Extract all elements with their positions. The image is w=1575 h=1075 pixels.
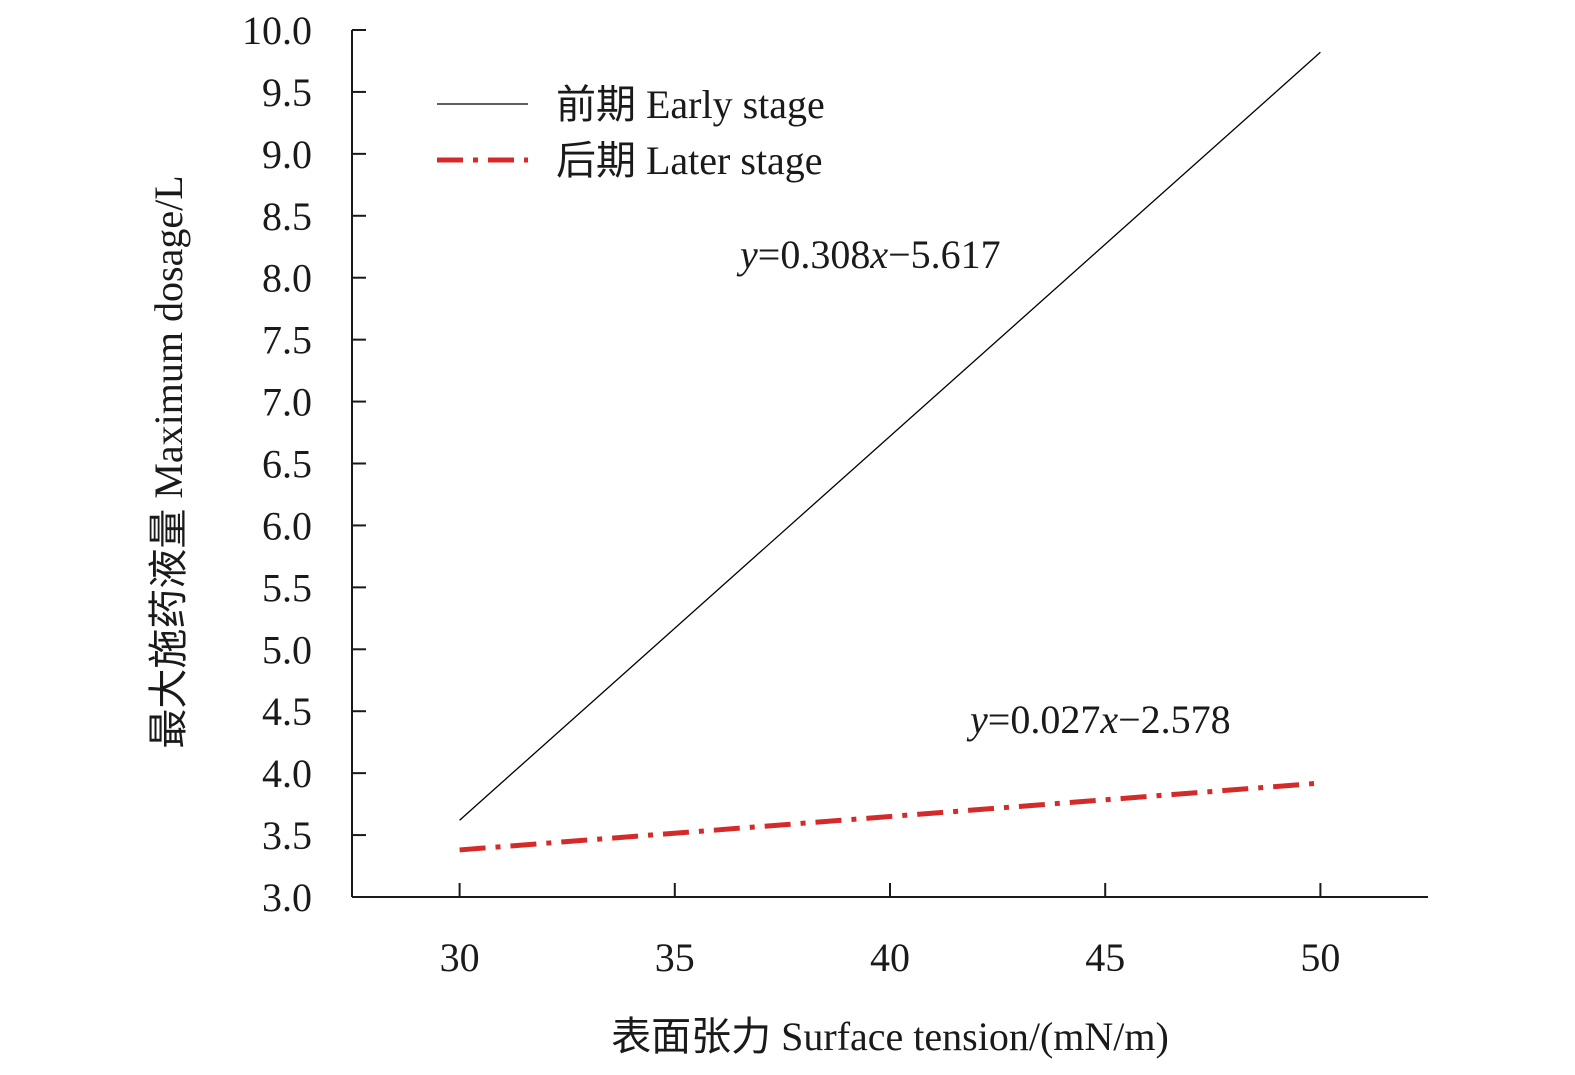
series-line-later-stage bbox=[459, 780, 1321, 853]
y-tick-label: 10.0 bbox=[242, 8, 312, 53]
y-tick-label: 5.5 bbox=[262, 565, 312, 610]
y-tick-label: 3.5 bbox=[262, 813, 312, 858]
y-tick-label: 6.0 bbox=[262, 503, 312, 548]
equation-early-x: x bbox=[869, 232, 888, 277]
legend: 前期 Early stage 后期 Later stage bbox=[437, 82, 825, 183]
equation-later-intercept: −2.578 bbox=[1118, 697, 1231, 742]
equation-early-stage: y=0.308x−5.617 bbox=[736, 232, 1001, 277]
y-tick-label: 8.5 bbox=[262, 194, 312, 239]
x-axis-ticks: 30 35 40 45 50 bbox=[440, 883, 1340, 980]
y-axis-ticks: 3.0 3.5 4.0 4.5 5.0 5.5 6.0 6.5 7.0 7.5 8.0 8.5 9.0 9… bbox=[242, 8, 366, 920]
legend-label-early-stage: 前期 Early stage bbox=[556, 82, 825, 127]
series-line-early-stage bbox=[459, 51, 1321, 821]
equation-early-intercept: −5.617 bbox=[888, 232, 1001, 277]
y-tick-label: 9.5 bbox=[262, 70, 312, 115]
series-lines bbox=[459, 51, 1321, 853]
y-tick-label: 8.0 bbox=[262, 256, 312, 301]
x-tick-label: 30 bbox=[440, 935, 480, 980]
x-tick-label: 35 bbox=[655, 935, 695, 980]
x-tick-label: 40 bbox=[870, 935, 910, 980]
y-tick-label: 5.0 bbox=[262, 627, 312, 672]
equation-early-coef: =0.308 bbox=[758, 232, 871, 277]
y-tick-label: 4.5 bbox=[262, 689, 312, 734]
y-tick-label: 7.5 bbox=[262, 318, 312, 363]
y-tick-label: 3.0 bbox=[262, 875, 312, 920]
y-tick-label: 6.5 bbox=[262, 442, 312, 487]
y-axis-title: 最大施药液量 Maximum dosage/L bbox=[146, 175, 191, 748]
y-tick-label: 4.0 bbox=[262, 751, 312, 796]
equation-later-coef: =0.027 bbox=[988, 697, 1101, 742]
equation-later-stage: y=0.027x−2.578 bbox=[966, 697, 1231, 742]
x-tick-label: 45 bbox=[1085, 935, 1125, 980]
y-tick-label: 9.0 bbox=[262, 132, 312, 177]
equation-later-y: y bbox=[966, 697, 988, 742]
y-tick-label: 7.0 bbox=[262, 380, 312, 425]
equation-later-x: x bbox=[1099, 697, 1118, 742]
x-axis-title: 表面张力 Surface tension/(mN/m) bbox=[611, 1014, 1169, 1059]
legend-label-later-stage: 后期 Later stage bbox=[556, 138, 823, 183]
x-tick-label: 50 bbox=[1300, 935, 1340, 980]
equation-early-y: y bbox=[736, 232, 758, 277]
